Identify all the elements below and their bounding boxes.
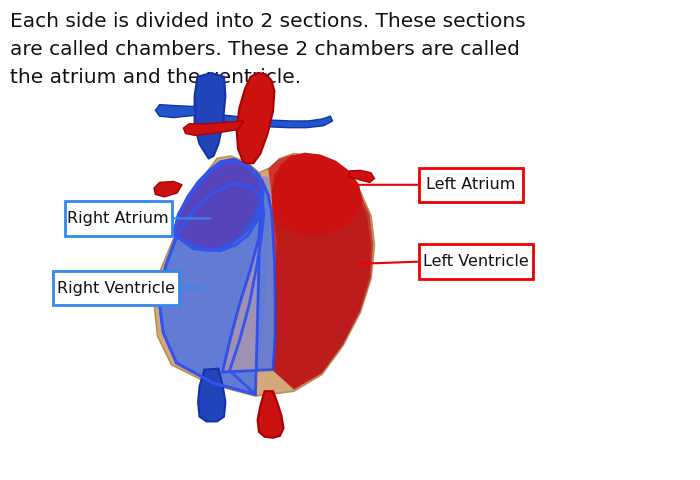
- Polygon shape: [198, 369, 225, 421]
- Polygon shape: [268, 155, 373, 390]
- Polygon shape: [154, 154, 374, 396]
- FancyBboxPatch shape: [419, 168, 523, 202]
- Polygon shape: [183, 121, 244, 135]
- Text: Each side is divided into 2 sections. These sections
are called chambers. These : Each side is divided into 2 sections. Th…: [10, 12, 526, 87]
- Polygon shape: [174, 159, 262, 251]
- Text: Right Atrium: Right Atrium: [67, 211, 169, 226]
- Polygon shape: [154, 181, 182, 197]
- Polygon shape: [159, 179, 275, 395]
- Polygon shape: [158, 158, 272, 395]
- Polygon shape: [258, 391, 284, 438]
- Text: Right Ventricle: Right Ventricle: [57, 280, 175, 296]
- FancyBboxPatch shape: [419, 244, 533, 279]
- Polygon shape: [195, 73, 225, 158]
- FancyBboxPatch shape: [53, 271, 178, 305]
- Polygon shape: [272, 153, 363, 236]
- Polygon shape: [175, 159, 262, 250]
- Text: Left Ventricle: Left Ventricle: [423, 254, 529, 269]
- Polygon shape: [349, 170, 375, 182]
- Polygon shape: [224, 115, 332, 128]
- Polygon shape: [155, 105, 196, 118]
- Polygon shape: [272, 161, 371, 389]
- Polygon shape: [237, 73, 274, 163]
- Text: Left Atrium: Left Atrium: [426, 177, 515, 192]
- FancyBboxPatch shape: [65, 201, 172, 236]
